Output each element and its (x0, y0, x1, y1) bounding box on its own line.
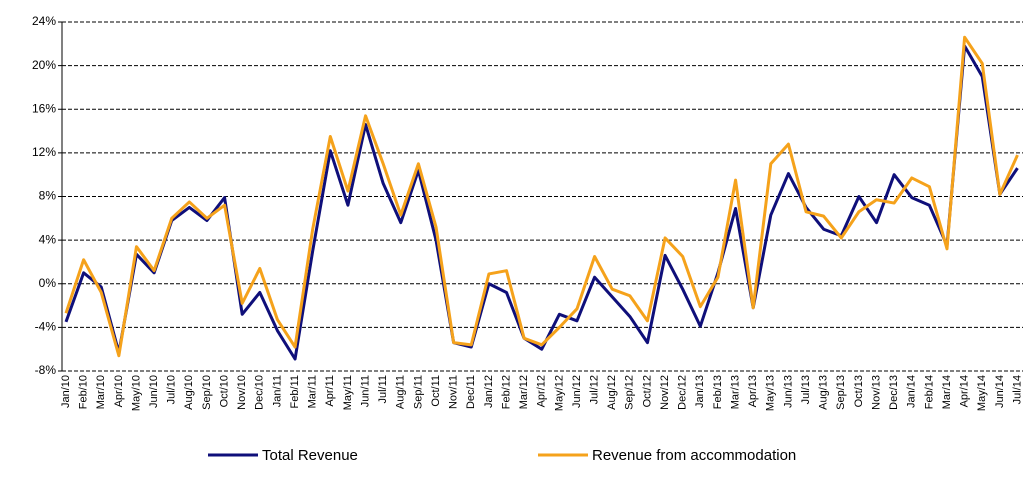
x-tick-label: Jul/13 (800, 375, 812, 404)
y-tick-label: -4% (35, 320, 57, 334)
series-line (64, 44, 1019, 361)
x-tick-label: Aug/10 (183, 375, 195, 410)
x-tick-label: Aug/13 (818, 375, 830, 410)
x-tick-label: Mar/13 (729, 375, 741, 409)
x-tick-label: Dec/10 (254, 375, 266, 410)
x-tick-label: Oct/12 (641, 375, 653, 407)
y-tick-label: 8% (39, 189, 57, 203)
x-tick-label: Sep/12 (624, 375, 636, 410)
x-tick-label: Feb/13 (712, 375, 724, 409)
x-tick-label: Apr/13 (747, 375, 759, 407)
x-tick-label: Jun/14 (994, 375, 1006, 408)
x-tick-label: Oct/10 (218, 375, 230, 407)
x-tick-label: Dec/13 (888, 375, 900, 410)
x-tick-label: Jan/10 (60, 375, 72, 408)
x-tick-label: Mar/12 (518, 375, 530, 409)
x-tick-label: Jul/12 (589, 375, 601, 404)
x-tick-label: Jan/14 (906, 375, 918, 408)
y-tick-label: 20% (32, 58, 56, 72)
x-tick-label: Feb/11 (289, 375, 301, 408)
x-tick-label: Nov/11 (448, 375, 460, 409)
x-tick-label: Nov/12 (659, 375, 671, 410)
x-tick-label: Apr/10 (113, 375, 125, 407)
x-tick-label: Feb/14 (923, 375, 935, 409)
x-tick-label: Mar/14 (941, 375, 953, 409)
x-tick-label: Aug/12 (606, 375, 618, 410)
x-tick-label: Apr/14 (959, 375, 971, 407)
x-tick-label: Apr/11 (324, 375, 336, 407)
x-tick-label: May/14 (976, 375, 988, 411)
x-tick-label: Jun/11 (359, 375, 371, 407)
x-tick-label: Nov/13 (870, 375, 882, 410)
y-tick-label: -8% (35, 363, 57, 377)
x-tick-label: Feb/12 (500, 375, 512, 409)
x-tick-label: Sep/10 (201, 375, 213, 410)
x-tick-label: Jul/10 (166, 375, 178, 404)
series-line (64, 35, 1019, 358)
x-tick-label: May/10 (130, 375, 142, 411)
x-tick-label: Jan/12 (483, 375, 495, 408)
x-tick-label: May/12 (553, 375, 565, 411)
x-tick-label: Sep/11 (412, 375, 424, 409)
x-tick-label: May/11 (342, 375, 354, 410)
x-tick-label: Oct/13 (853, 375, 865, 407)
x-tick-label: Nov/10 (236, 375, 248, 410)
x-tick-label: Jul/14 (1011, 375, 1023, 404)
x-tick-label: Dec/11 (465, 375, 477, 409)
y-tick-label: 4% (39, 232, 57, 246)
x-tick-label: Jun/13 (782, 375, 794, 408)
legend-label: Total Revenue (262, 447, 358, 464)
x-tick-label: Jun/10 (148, 375, 160, 408)
x-tick-label: Mar/10 (95, 375, 107, 409)
x-tick-label: Jan/11 (271, 375, 283, 407)
x-tick-label: Jul/11 (377, 375, 389, 404)
x-tick-label: May/13 (765, 375, 777, 411)
x-tick-label: Oct/11 (430, 375, 442, 407)
x-tick-label: Jan/13 (694, 375, 706, 408)
y-tick-label: 0% (39, 276, 57, 290)
y-tick-label: 12% (32, 145, 56, 159)
x-tick-label: Mar/11 (307, 375, 319, 408)
x-tick-label: Feb/10 (78, 375, 90, 409)
y-tick-label: 16% (32, 101, 56, 115)
x-tick-label: Dec/12 (677, 375, 689, 410)
x-tick-label: Aug/11 (395, 375, 407, 409)
x-tick-label: Apr/12 (536, 375, 548, 407)
x-tick-label: Sep/13 (835, 375, 847, 410)
y-tick-label: 24% (32, 14, 56, 28)
legend-label: Revenue from accommodation (592, 447, 796, 464)
x-tick-label: Jun/12 (571, 375, 583, 408)
